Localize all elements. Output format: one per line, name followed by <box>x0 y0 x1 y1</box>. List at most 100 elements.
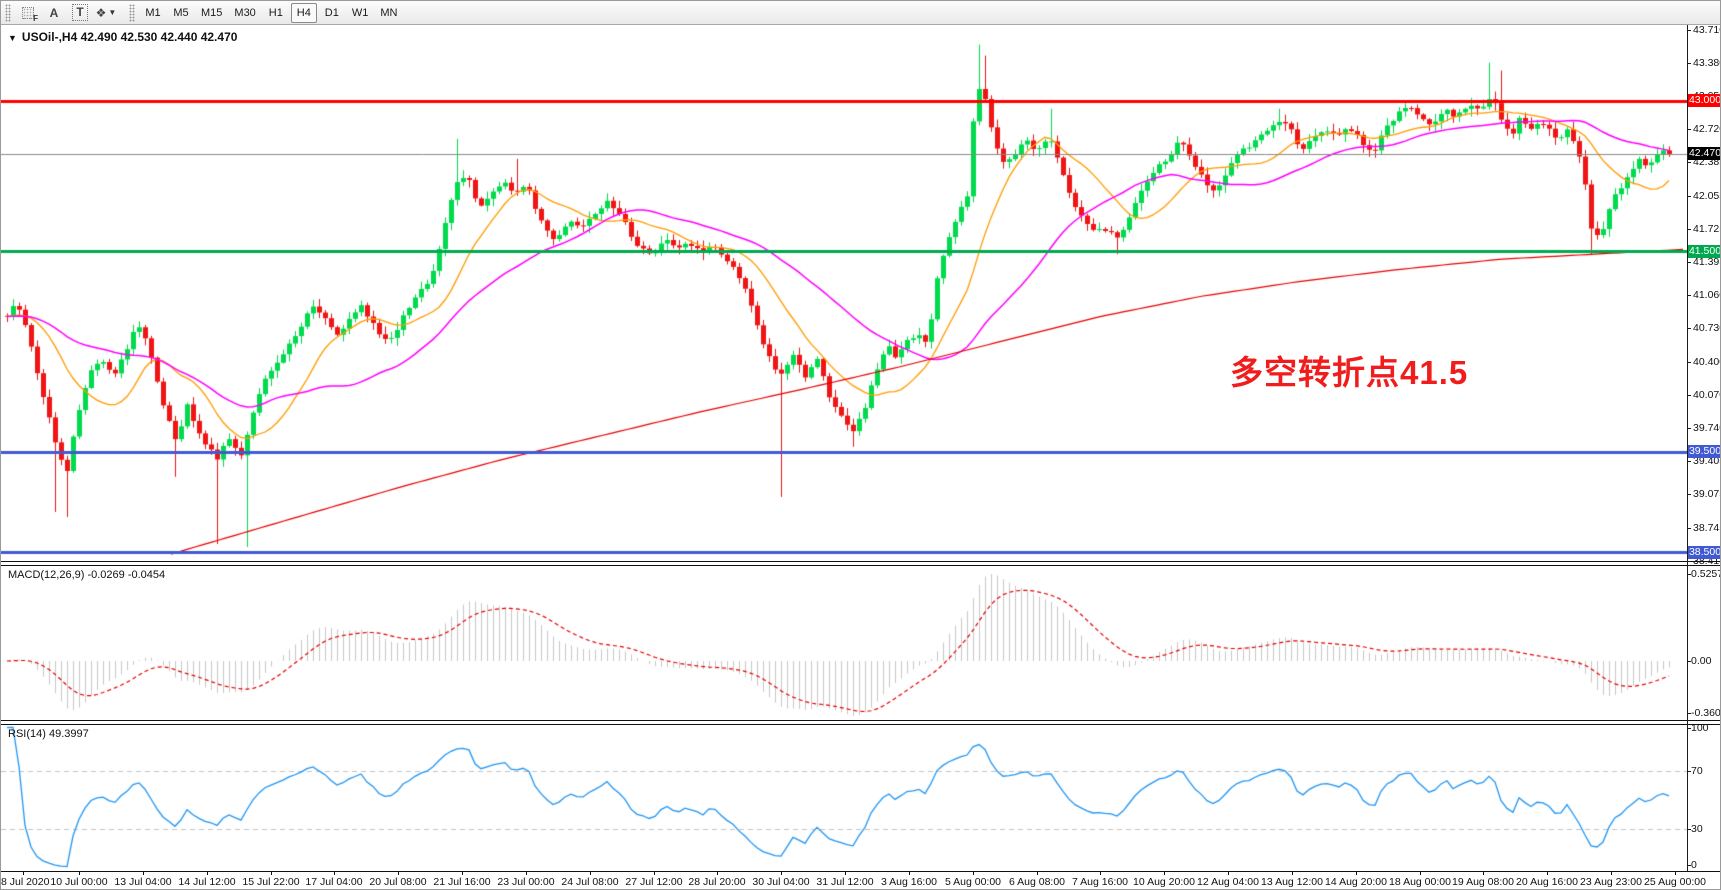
rsi-tick-label: 100 <box>1691 722 1709 734</box>
grid-snap-icon[interactable]: F <box>16 3 40 23</box>
price-line-badge-41.500[interactable]: 41.500 <box>1688 245 1721 258</box>
time-tick-label: 30 Jul 04:00 <box>752 876 810 888</box>
time-tick-mark <box>1483 872 1484 875</box>
chevron-down-icon[interactable]: ▼ <box>108 8 117 17</box>
macd-indicator-label: MACD(12,26,9) -0.0269 -0.0454 <box>8 569 166 581</box>
cursor-tool-icon[interactable]: ❖ ▼ <box>94 3 118 23</box>
macd-tick-label: 0.5257 <box>1691 568 1721 580</box>
time-tick-mark <box>334 872 335 875</box>
panel-divider-2[interactable] <box>1 720 1720 725</box>
chart-text-annotation[interactable]: 多空转折点41.5 <box>1230 354 1469 391</box>
axis-tick-mark <box>1687 162 1691 163</box>
toolbar-grip[interactable] <box>5 3 11 22</box>
text-a-glyph: A <box>49 5 59 20</box>
axis-tick-mark <box>1687 713 1691 714</box>
time-tick-mark <box>717 872 718 875</box>
price-tick-label: 40.730 <box>1693 322 1720 334</box>
time-tick-mark <box>909 872 910 875</box>
axis-tick-mark <box>1687 561 1691 562</box>
timeframe-button-W1[interactable]: W1 <box>351 6 369 19</box>
time-tick-label: 24 Jul 08:00 <box>561 876 619 888</box>
cursor-glyph: ❖ <box>95 5 107 20</box>
time-tick-label: 5 Aug 00:00 <box>944 876 1002 888</box>
price-tick-label: 41.395 <box>1693 256 1720 268</box>
price-tick-label: 41.725 <box>1693 223 1720 235</box>
timeframe-button-D1[interactable]: D1 <box>324 6 339 19</box>
chart-title[interactable]: ▼ USOil-,H4 42.490 42.530 42.440 42.470 <box>8 30 237 44</box>
time-tick-mark <box>1675 872 1676 875</box>
time-tick-label: 7 Aug 16:00 <box>1071 876 1129 888</box>
time-tick-label: 13 Aug 12:00 <box>1261 876 1323 888</box>
price-tick-label: 42.720 <box>1693 123 1720 135</box>
price-chart-canvas[interactable] <box>1 25 1687 561</box>
price-tick-label: 38.745 <box>1693 522 1720 534</box>
rsi-tick-label: 0 <box>1691 859 1697 871</box>
panel-divider[interactable] <box>1 561 1720 566</box>
text-t-glyph: T <box>72 4 88 21</box>
time-tick-label: 27 Jul 12:00 <box>625 876 683 888</box>
time-tick-label: 18 Aug 00:00 <box>1389 876 1451 888</box>
symbol-dropdown-icon[interactable]: ▼ <box>8 33 17 43</box>
timeframe-button-M5[interactable]: M5 <box>173 6 189 19</box>
time-tick-label: 6 Aug 08:00 <box>1008 876 1066 888</box>
time-tick-mark <box>398 872 399 875</box>
toolbar: F A T ❖ ▼ M1 M5 M15 M30 H1 H4 D1 W1 MN <box>1 1 1720 25</box>
axis-tick-mark <box>1687 229 1691 230</box>
axis-tick-mark <box>1687 728 1691 729</box>
time-tick-label: 20 Jul 08:00 <box>369 876 427 888</box>
axis-tick-mark <box>1687 295 1691 296</box>
timeframe-button-M1[interactable]: M1 <box>145 6 161 19</box>
price-line-badge-42.470[interactable]: 42.470 <box>1688 147 1721 160</box>
time-tick-label: 14 Aug 20:00 <box>1325 876 1387 888</box>
timeframe-button-MN[interactable]: MN <box>380 6 398 19</box>
text-box-icon[interactable]: T <box>68 3 92 23</box>
axis-tick-mark <box>1687 328 1691 329</box>
time-tick-mark <box>1164 872 1165 875</box>
time-tick-mark <box>1292 872 1293 875</box>
time-tick-mark <box>1356 872 1357 875</box>
price-tick-label: 43.380 <box>1693 57 1720 69</box>
time-tick-label: 17 Jul 04:00 <box>305 876 363 888</box>
time-tick-label: 10 Jul 00:00 <box>50 876 108 888</box>
timeframe-button-H4[interactable]: H4 <box>290 2 317 23</box>
toolbar-grip-2[interactable] <box>129 3 135 22</box>
price-tick-label: 39.405 <box>1693 455 1720 467</box>
time-tick-mark <box>462 872 463 875</box>
price-line-badge-43.000[interactable]: 43.000 <box>1688 94 1721 107</box>
price-axis-border <box>1687 25 1688 872</box>
time-tick-label: 21 Jul 16:00 <box>433 876 491 888</box>
macd-indicator-canvas[interactable] <box>1 566 1687 720</box>
price-tick-label: 42.055 <box>1693 190 1720 202</box>
time-tick-mark <box>143 872 144 875</box>
time-tick-label: 14 Jul 12:00 <box>178 876 236 888</box>
time-tick-label: 3 Aug 16:00 <box>880 876 938 888</box>
axis-tick-mark <box>1687 771 1691 772</box>
axis-tick-mark <box>1687 30 1691 31</box>
price-line-badge-39.500[interactable]: 39.500 <box>1688 445 1721 458</box>
axis-tick-mark <box>1687 395 1691 396</box>
chart-title-text: USOil-,H4 42.490 42.530 42.440 42.470 <box>21 30 238 44</box>
timeframe-button-group: M1 M5 M15 M30 H1 H4 D1 W1 MN <box>139 2 403 23</box>
price-line-badge-38.500[interactable]: 38.500 <box>1688 546 1721 559</box>
time-tick-label: 23 Aug 23:00 <box>1580 876 1642 888</box>
time-tick-mark <box>781 872 782 875</box>
macd-tick-label: 0.00 <box>1691 655 1712 667</box>
axis-tick-mark <box>1687 661 1691 662</box>
timeframe-button-M30[interactable]: M30 <box>234 6 256 19</box>
time-tick-label: 31 Jul 12:00 <box>816 876 874 888</box>
price-tick-label: 39.075 <box>1693 488 1720 500</box>
time-axis-strip <box>1 871 1720 889</box>
text-label-icon[interactable]: A <box>42 3 66 23</box>
time-tick-mark <box>526 872 527 875</box>
axis-tick-mark <box>1687 574 1691 575</box>
rsi-indicator-canvas[interactable] <box>1 725 1687 871</box>
time-tick-mark <box>23 872 24 875</box>
macd-tick-label: -0.3603 <box>1691 707 1721 719</box>
axis-tick-mark <box>1687 262 1691 263</box>
timeframe-button-H1[interactable]: H1 <box>268 6 283 19</box>
time-tick-mark <box>1228 872 1229 875</box>
timeframe-button-M15[interactable]: M15 <box>201 6 223 19</box>
axis-tick-mark <box>1687 129 1691 130</box>
price-tick-label: 40.400 <box>1693 356 1720 368</box>
